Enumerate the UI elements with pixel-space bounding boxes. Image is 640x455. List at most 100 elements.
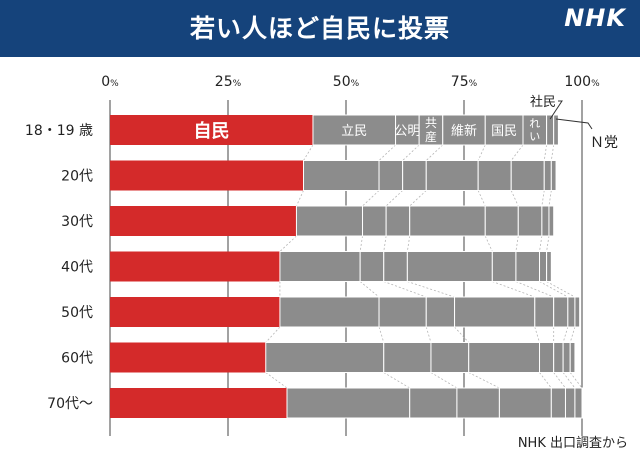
segment-connector <box>539 372 552 389</box>
bar-segment <box>539 251 548 282</box>
bar-segment <box>385 205 411 237</box>
segment-label: 産 <box>425 129 437 144</box>
bar-segment <box>110 206 297 236</box>
segment-connector <box>510 190 519 207</box>
bar-segment <box>279 251 361 282</box>
category-label: 20代 <box>61 169 93 185</box>
bar-segment <box>553 114 559 146</box>
bar-segment <box>442 114 486 146</box>
bar-segment <box>546 251 552 282</box>
segment-connector <box>378 326 385 343</box>
segment-connector <box>553 372 566 389</box>
header-bar: 若い人ほど自民に投票 NHK <box>0 0 640 57</box>
segment-connector <box>425 144 444 161</box>
bar-segment <box>110 388 287 418</box>
segment-label: い <box>529 130 540 143</box>
bar-segment <box>550 387 566 419</box>
bar-segment <box>534 296 555 328</box>
segment-connector <box>279 235 297 252</box>
segment-connector <box>265 326 281 343</box>
segment-connector <box>468 372 500 389</box>
bar-segment <box>541 205 550 237</box>
segment-connector <box>407 281 455 298</box>
segment-connector <box>569 372 583 389</box>
bar-segment <box>303 160 380 191</box>
bar-segment <box>562 342 571 373</box>
x-tick-label: 100% <box>564 74 600 90</box>
segment-connector <box>515 281 554 298</box>
stacked-bar-chart: 0% 25% 50% 75% 100% 18・19 歳 20代 30代 40代 50代 60代 70代… <box>25 74 618 436</box>
bar-segment <box>564 387 576 419</box>
bar-segment <box>498 387 552 419</box>
bar-segment <box>110 115 313 145</box>
segment-connector <box>510 144 524 161</box>
bar-segment <box>409 205 486 237</box>
bar-segment <box>378 296 427 328</box>
bar-segment <box>312 114 397 146</box>
x-tick-label: 50% <box>333 74 360 90</box>
segment-connector <box>402 144 420 161</box>
bar-segment <box>543 160 552 191</box>
segment-connector <box>385 190 403 207</box>
segment-connector <box>477 144 486 161</box>
category-label: 30代 <box>61 214 93 230</box>
bar-segment <box>510 160 545 191</box>
bar-segment <box>517 205 543 237</box>
segment-connector <box>492 281 535 298</box>
segment-connector <box>359 235 363 252</box>
bar-segment <box>409 387 458 419</box>
source-note: NHK 出口調査から <box>517 436 628 451</box>
segment-connector <box>562 326 569 343</box>
bar-segment <box>286 387 411 419</box>
segment-label: 国民 <box>491 124 517 139</box>
segment-connector <box>454 326 470 343</box>
category-label: 70代〜 <box>47 396 93 412</box>
segment-connector <box>539 281 569 298</box>
bar-segment <box>491 251 517 282</box>
segment-label: 立民 <box>341 124 367 139</box>
segment-connector <box>543 144 547 161</box>
category-label: 50代 <box>61 305 93 321</box>
bar-segment <box>574 387 583 419</box>
category-label: 18・19 歳 <box>25 123 93 139</box>
bar-segment <box>110 342 266 373</box>
segment-connector <box>539 235 543 252</box>
bar-segment <box>454 296 536 328</box>
bar-segment <box>569 342 576 373</box>
category-label: 60代 <box>61 351 93 367</box>
segment-connector <box>477 190 486 207</box>
segment-connector <box>430 372 458 389</box>
segment-connector <box>484 235 493 252</box>
bar-segment <box>110 160 304 191</box>
segment-label: 共 <box>425 116 437 130</box>
x-tick-label: 25% <box>215 74 242 90</box>
bar-segment <box>378 160 404 191</box>
bar-segment <box>539 342 555 373</box>
segment-connector <box>534 326 540 343</box>
callout-line <box>555 118 593 130</box>
segment-connector <box>378 144 396 161</box>
bar-segment <box>279 296 380 328</box>
bar-segment <box>430 342 470 373</box>
segment-connector <box>548 190 552 207</box>
segment-connector <box>515 235 519 252</box>
bar-segment <box>484 205 519 237</box>
bar-segment <box>425 296 456 328</box>
bar-segment <box>359 251 385 282</box>
segment-connector <box>546 235 550 252</box>
bar-segment <box>456 387 500 419</box>
bar-segment <box>546 114 555 146</box>
segment-label: 維新 <box>451 123 477 139</box>
bar-segment <box>468 342 541 373</box>
bar-segment <box>484 114 524 146</box>
bar-segment <box>574 296 581 328</box>
segment-connector <box>406 235 411 252</box>
segment-connector <box>296 190 304 207</box>
segment-label: 公明 <box>394 124 420 139</box>
segment-connector <box>383 235 387 252</box>
bar-segment <box>110 297 280 327</box>
bar-segment <box>265 342 385 373</box>
bar-segment <box>553 342 564 373</box>
segment-connector <box>550 144 555 161</box>
bar-segment <box>362 205 387 237</box>
